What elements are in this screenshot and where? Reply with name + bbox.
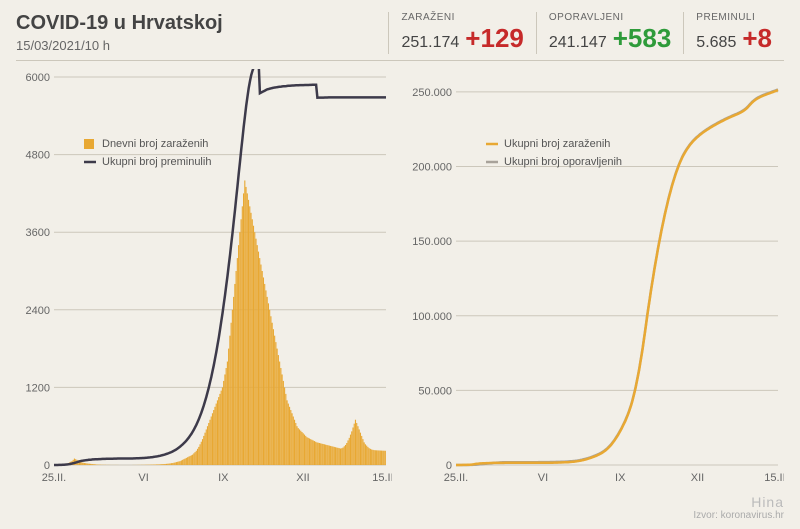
stat-delta: +8 bbox=[742, 23, 772, 54]
footer: Hina Izvor: koronavirus.hr bbox=[16, 494, 784, 521]
right-chart: 0 50.000 100.000 150.000 200.000 250.000 25.II… bbox=[408, 69, 784, 492]
svg-text:25.II.: 25.II. bbox=[444, 472, 468, 484]
timestamp: 15/03/2021/10 h bbox=[16, 38, 223, 53]
svg-text:XII: XII bbox=[296, 472, 309, 484]
svg-text:Ukupni broj oporavljenih: Ukupni broj oporavljenih bbox=[504, 156, 622, 168]
svg-text:Dnevni broj zaraženih: Dnevni broj zaraženih bbox=[102, 138, 208, 150]
svg-text:150.000: 150.000 bbox=[412, 236, 452, 248]
svg-text:0: 0 bbox=[44, 460, 50, 472]
svg-text:6000: 6000 bbox=[26, 72, 50, 84]
watermark: Hina bbox=[751, 494, 784, 510]
stat-1: OPORAVLJENI 241.147 +583 bbox=[536, 12, 683, 54]
svg-text:25.II.: 25.II. bbox=[42, 472, 66, 484]
right-chart-svg: 0 50.000 100.000 150.000 200.000 250.000 25.II… bbox=[408, 69, 784, 489]
page-title: COVID-19 u Hrvatskoj bbox=[16, 12, 223, 35]
stat-total: 241.147 bbox=[549, 34, 607, 52]
svg-text:Ukupni broj zaraženih: Ukupni broj zaraženih bbox=[504, 138, 610, 150]
stat-total: 251.174 bbox=[401, 34, 459, 52]
svg-text:VI: VI bbox=[138, 472, 148, 484]
svg-text:3600: 3600 bbox=[26, 227, 50, 239]
svg-text:2400: 2400 bbox=[26, 305, 50, 317]
source-label: Izvor: koronavirus.hr bbox=[693, 510, 784, 521]
svg-text:15.III.: 15.III. bbox=[764, 472, 784, 484]
header: COVID-19 u Hrvatskoj 15/03/2021/10 h ZAR… bbox=[16, 12, 784, 61]
svg-text:200.000: 200.000 bbox=[412, 162, 452, 174]
stat-label: OPORAVLJENI bbox=[549, 12, 624, 23]
svg-text:IX: IX bbox=[615, 472, 626, 484]
stat-delta: +583 bbox=[613, 23, 672, 54]
stat-total: 5.685 bbox=[696, 34, 736, 52]
svg-text:250.000: 250.000 bbox=[412, 87, 452, 99]
svg-text:15.III.: 15.III. bbox=[372, 472, 392, 484]
stat-delta: +129 bbox=[465, 23, 524, 54]
charts-row: 0 1200 2400 3600 4800 6000 25.II. VI IX XII 15.III… bbox=[16, 69, 784, 492]
svg-text:50.000: 50.000 bbox=[418, 385, 452, 397]
svg-text:4800: 4800 bbox=[26, 150, 50, 162]
left-chart-svg: 0 1200 2400 3600 4800 6000 25.II. VI IX XII 15.III… bbox=[16, 69, 392, 489]
svg-text:IX: IX bbox=[218, 472, 229, 484]
svg-text:100.000: 100.000 bbox=[412, 311, 452, 323]
svg-text:Ukupni broj preminulih: Ukupni broj preminulih bbox=[102, 156, 211, 168]
stat-label: PREMINULI bbox=[696, 12, 755, 23]
title-block: COVID-19 u Hrvatskoj 15/03/2021/10 h bbox=[16, 12, 235, 53]
svg-text:1200: 1200 bbox=[26, 382, 50, 394]
svg-text:0: 0 bbox=[446, 460, 452, 472]
stats-row: ZARAŽENI 251.174 +129 OPORAVLJENI 241.147 +58… bbox=[388, 12, 784, 54]
svg-text:XII: XII bbox=[691, 472, 704, 484]
stat-2: PREMINULI 5.685 +8 bbox=[683, 12, 784, 54]
stat-0: ZARAŽENI 251.174 +129 bbox=[388, 12, 535, 54]
covid-dashboard: COVID-19 u Hrvatskoj 15/03/2021/10 h ZAR… bbox=[0, 0, 800, 529]
left-chart: 0 1200 2400 3600 4800 6000 25.II. VI IX XII 15.III… bbox=[16, 69, 392, 492]
svg-text:VI: VI bbox=[538, 472, 548, 484]
stat-label: ZARAŽENI bbox=[401, 12, 454, 23]
